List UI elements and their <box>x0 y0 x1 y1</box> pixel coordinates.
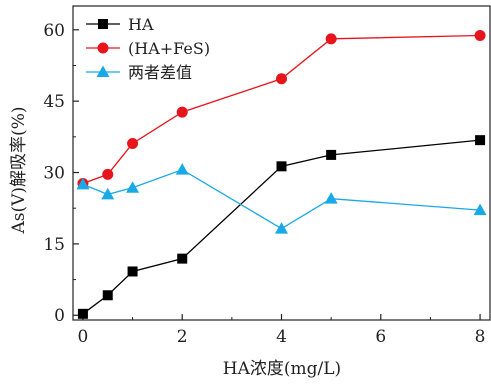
data-point <box>275 222 288 234</box>
data-point <box>77 308 88 319</box>
y-tick-label: 30 <box>43 164 65 184</box>
y-axis-title: As(V)解吸率(%) <box>9 107 29 235</box>
data-point <box>474 29 486 41</box>
x-tick-label: 0 <box>78 327 89 347</box>
data-point <box>276 161 287 172</box>
legend-marker <box>96 65 110 77</box>
data-point <box>127 137 139 149</box>
data-point <box>324 192 338 204</box>
legend-label: HA <box>128 15 154 34</box>
series-triangle <box>76 163 487 234</box>
legend-label: 两者差值 <box>128 63 192 82</box>
y-tick-label: 45 <box>43 92 65 112</box>
y-tick-label: 15 <box>43 235 65 255</box>
x-tick-label: 4 <box>276 327 287 347</box>
data-point <box>126 181 140 193</box>
data-point <box>475 135 486 146</box>
x-axis-title: HA浓度(mg/L) <box>223 359 341 379</box>
data-point <box>76 177 90 190</box>
x-tick-label: 8 <box>475 327 486 347</box>
data-point <box>177 253 188 264</box>
y-tick-label: 0 <box>54 306 65 326</box>
x-tick-label: 2 <box>177 327 188 347</box>
series-layer <box>76 29 487 319</box>
legend: HA (HA+FeS) 两者差值 <box>86 15 210 82</box>
data-point <box>102 168 114 180</box>
x-tick-label: 6 <box>375 327 386 347</box>
data-point <box>176 106 188 118</box>
series-square <box>77 135 486 319</box>
data-point <box>276 73 287 85</box>
data-point <box>325 33 337 45</box>
data-point <box>127 266 138 277</box>
data-point <box>473 203 487 216</box>
data-point <box>175 163 189 175</box>
series-line <box>82 168 481 230</box>
data-point <box>326 149 337 160</box>
data-point <box>102 290 113 301</box>
legend-label: (HA+FeS) <box>128 39 210 58</box>
y-tick-label: 60 <box>43 21 65 41</box>
legend-marker <box>98 19 108 29</box>
axes: 0 2 4 6 8 0 15 30 45 60 <box>43 21 485 347</box>
legend-marker <box>97 42 109 54</box>
data-point <box>101 187 115 200</box>
